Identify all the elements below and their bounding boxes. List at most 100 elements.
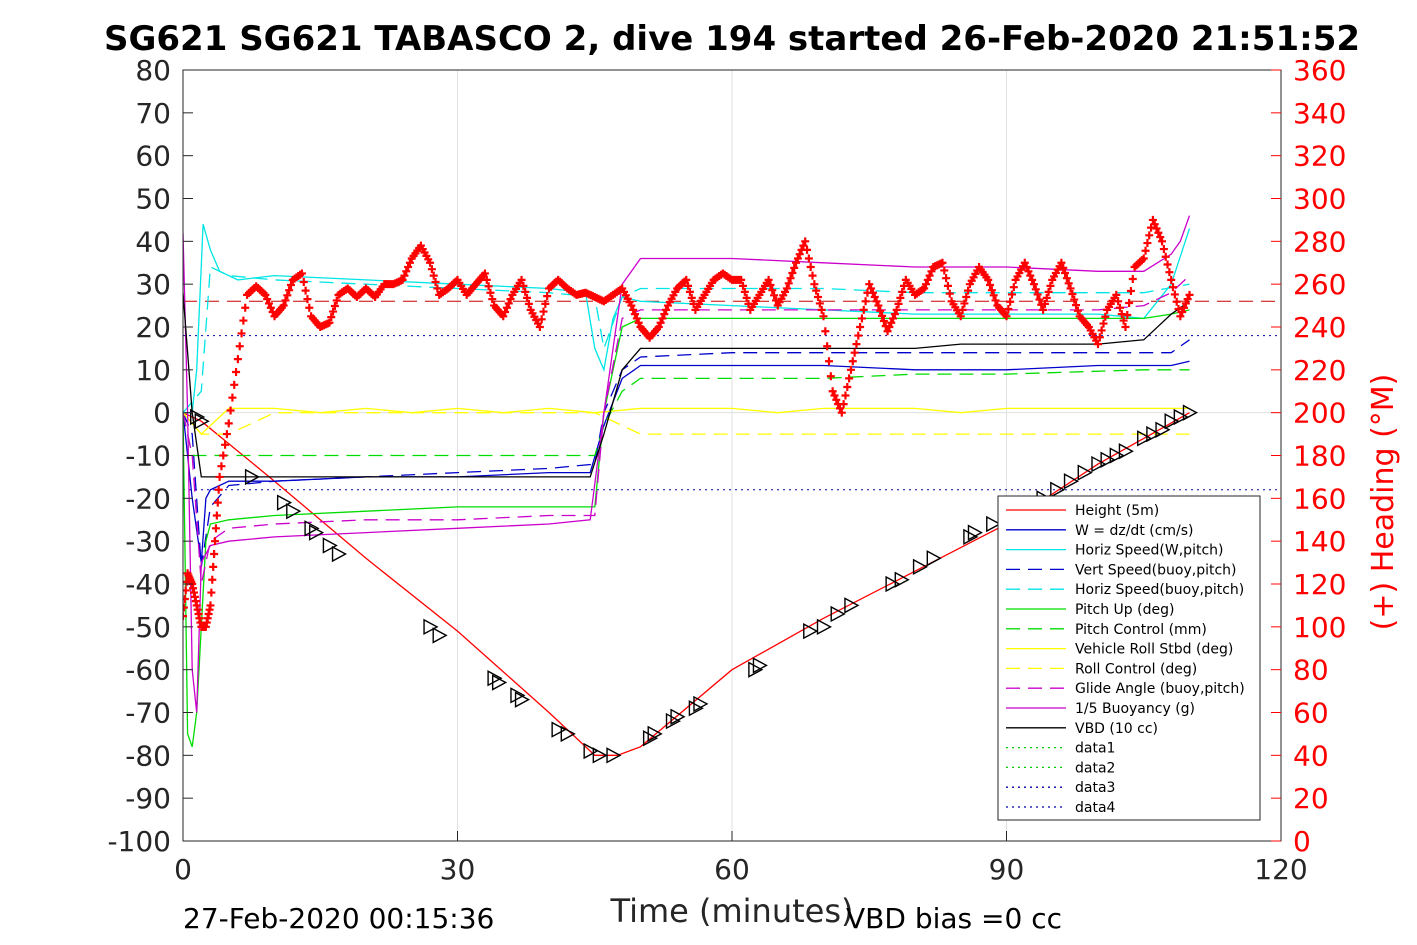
heading-marker	[305, 303, 314, 312]
heading-marker	[986, 281, 995, 290]
depth-marker	[1063, 473, 1080, 490]
heading-marker	[782, 284, 791, 293]
heading-marker	[1004, 305, 1013, 314]
legend-label-12: data1	[1075, 741, 1115, 757]
heading-marker	[964, 286, 973, 295]
heading-markers	[183, 215, 1194, 631]
y-tick-label: -100	[107, 825, 171, 858]
heading-marker	[1170, 290, 1179, 299]
heading-marker	[962, 293, 971, 302]
heading-marker	[297, 269, 306, 278]
y-right-tick-label: 120	[1293, 568, 1346, 601]
heading-marker	[876, 306, 885, 315]
heading-marker	[817, 305, 826, 314]
heading-marker	[281, 296, 290, 305]
heading-marker	[793, 254, 802, 263]
y-axis-left: 80 70 60 50 40 30 20 10 0 -10 -20 -30 -40 -50 -60 -70 -8…	[107, 54, 193, 858]
legend-label-13: data2	[1075, 760, 1115, 776]
y-tick-label: -90	[125, 782, 171, 815]
heading-marker	[841, 391, 850, 400]
depth-marker	[1137, 430, 1153, 447]
depth-marker	[1100, 451, 1116, 468]
heading-marker	[740, 287, 749, 296]
heading-marker	[1154, 228, 1163, 237]
heading-marker	[1024, 267, 1033, 276]
heading-marker	[874, 301, 883, 310]
heading-marker	[852, 340, 861, 349]
y-tick-label: -70	[125, 697, 171, 730]
heading-marker	[1143, 239, 1152, 248]
x-tick-label: 120	[1254, 853, 1307, 886]
heading-marker	[861, 297, 870, 306]
heading-marker	[830, 391, 839, 400]
heading-marker	[1007, 290, 1016, 299]
heading-marker	[658, 314, 667, 323]
depth-marker	[752, 657, 768, 674]
heading-marker	[857, 314, 866, 323]
heading-marker	[431, 278, 440, 287]
heading-marker	[1057, 258, 1066, 267]
heading-marker	[991, 296, 1000, 305]
heading-marker	[1115, 303, 1124, 312]
heading-marker	[1099, 319, 1108, 328]
legend-label-9: Glide Angle (buoy,pitch)	[1075, 681, 1245, 697]
y-right-tick-label: 220	[1293, 354, 1346, 387]
y-tick-label: 10	[135, 354, 171, 387]
series-line-11	[183, 292, 1190, 478]
heading-marker	[183, 594, 189, 603]
legend-label-7: Vehicle Roll Stbd (deg)	[1075, 642, 1233, 658]
heading-marker	[1022, 263, 1031, 272]
heading-marker	[684, 281, 693, 290]
depth-marker	[986, 515, 1002, 533]
heading-marker	[984, 275, 993, 284]
heading-marker	[237, 329, 246, 338]
y-right-tick-label: 0	[1293, 825, 1311, 858]
heading-marker	[889, 314, 898, 323]
heading-marker	[821, 327, 830, 336]
y-tick-label: -20	[125, 482, 171, 515]
heading-marker	[233, 355, 242, 364]
heading-marker	[219, 451, 228, 460]
x-tick-label: 30	[440, 853, 476, 886]
heading-marker	[685, 287, 694, 296]
heading-marker	[210, 550, 219, 559]
legend-label-11: VBD (10 cc)	[1075, 721, 1158, 737]
legend-label-5: Pitch Up (deg)	[1075, 602, 1174, 618]
heading-marker	[209, 562, 218, 571]
depth-marker	[912, 558, 929, 576]
legend-label-8: Roll Control (deg)	[1075, 661, 1197, 677]
depth-marker	[1118, 443, 1134, 460]
y-right-tick-label: 100	[1293, 611, 1346, 644]
heading-marker	[1176, 312, 1185, 321]
heading-marker	[484, 282, 493, 291]
heading-marker	[1128, 275, 1137, 284]
depth-marker	[665, 712, 682, 730]
depth-marker	[194, 413, 210, 430]
heading-marker	[887, 318, 896, 327]
heading-marker	[1040, 299, 1049, 308]
heading-marker	[878, 311, 887, 320]
heading-marker	[429, 271, 438, 280]
heading-marker	[226, 406, 235, 415]
heading-marker	[843, 382, 852, 391]
legend-label-2: Horiz Speed(W,pitch)	[1075, 543, 1223, 559]
heading-marker	[1061, 269, 1070, 278]
heading-marker	[404, 263, 413, 272]
y-tick-label: 20	[135, 311, 171, 344]
depth-marker	[1173, 408, 1189, 426]
heading-marker	[1169, 283, 1178, 292]
y-tick-label: 60	[135, 140, 171, 173]
y-axis-right: 3603403203002802602402202001801601401201…	[1271, 54, 1346, 858]
depth-marker	[1091, 455, 1107, 473]
heading-marker	[1059, 263, 1068, 272]
heading-marker	[502, 303, 511, 312]
depth-marker	[748, 661, 764, 678]
heading-marker	[927, 267, 936, 276]
heading-marker	[232, 367, 241, 376]
heading-marker	[801, 237, 810, 246]
heading-marker	[848, 357, 857, 366]
heading-marker	[687, 293, 696, 302]
depth-marker	[693, 695, 709, 713]
heading-marker	[327, 313, 336, 322]
